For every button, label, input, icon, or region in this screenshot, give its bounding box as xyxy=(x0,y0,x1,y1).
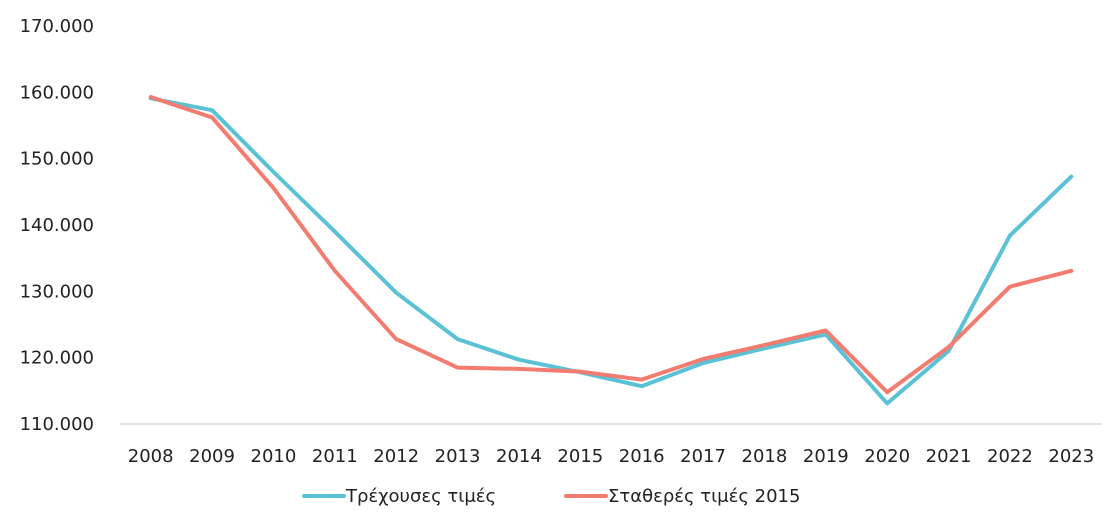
legend-label-1: Τρέχουσες τιμές xyxy=(345,486,496,507)
x-tick-label: 2021 xyxy=(926,446,972,467)
x-tick-label: 2020 xyxy=(864,446,910,467)
y-tick-label: 160.000 xyxy=(20,82,94,103)
x-tick-label: 2012 xyxy=(373,446,419,467)
y-tick-label: 110.000 xyxy=(20,414,94,435)
y-tick-label: 120.000 xyxy=(20,348,94,369)
x-tick-label: 2009 xyxy=(189,446,235,467)
x-tick-label: 2016 xyxy=(619,446,665,467)
x-axis-ticks: 2008 2009 2010 2011 2012 2013 2014 2015 2016 2017… xyxy=(128,446,1094,467)
y-tick-label: 170.000 xyxy=(20,16,94,37)
x-tick-label: 2018 xyxy=(742,446,788,467)
y-axis-ticks: 110.000 120.000 130.000 140.000 150.000 160.0… xyxy=(20,16,94,435)
x-tick-label: 2011 xyxy=(312,446,358,467)
series-line-1 xyxy=(148,96,1074,406)
x-tick-label: 2023 xyxy=(1048,446,1094,467)
x-tick-label: 2014 xyxy=(496,446,542,467)
x-tick-label: 2022 xyxy=(987,446,1033,467)
x-tick-label: 2010 xyxy=(251,446,297,467)
x-tick-label: 2013 xyxy=(435,446,481,467)
legend: Τρέχουσες τιμές Σταθερές τιμές 2015 xyxy=(302,486,800,507)
y-tick-label: 130.000 xyxy=(20,281,94,302)
x-tick-label: 2015 xyxy=(557,446,603,467)
y-tick-label: 150.000 xyxy=(20,149,94,170)
legend-label-2: Σταθερές τιμές 2015 xyxy=(608,486,800,507)
x-tick-label: 2017 xyxy=(680,446,726,467)
x-tick-label: 2019 xyxy=(803,446,849,467)
series-line-2 xyxy=(148,95,1074,395)
y-tick-label: 140.000 xyxy=(20,215,94,236)
x-tick-label: 2008 xyxy=(128,446,174,467)
series-lines xyxy=(148,95,1074,406)
